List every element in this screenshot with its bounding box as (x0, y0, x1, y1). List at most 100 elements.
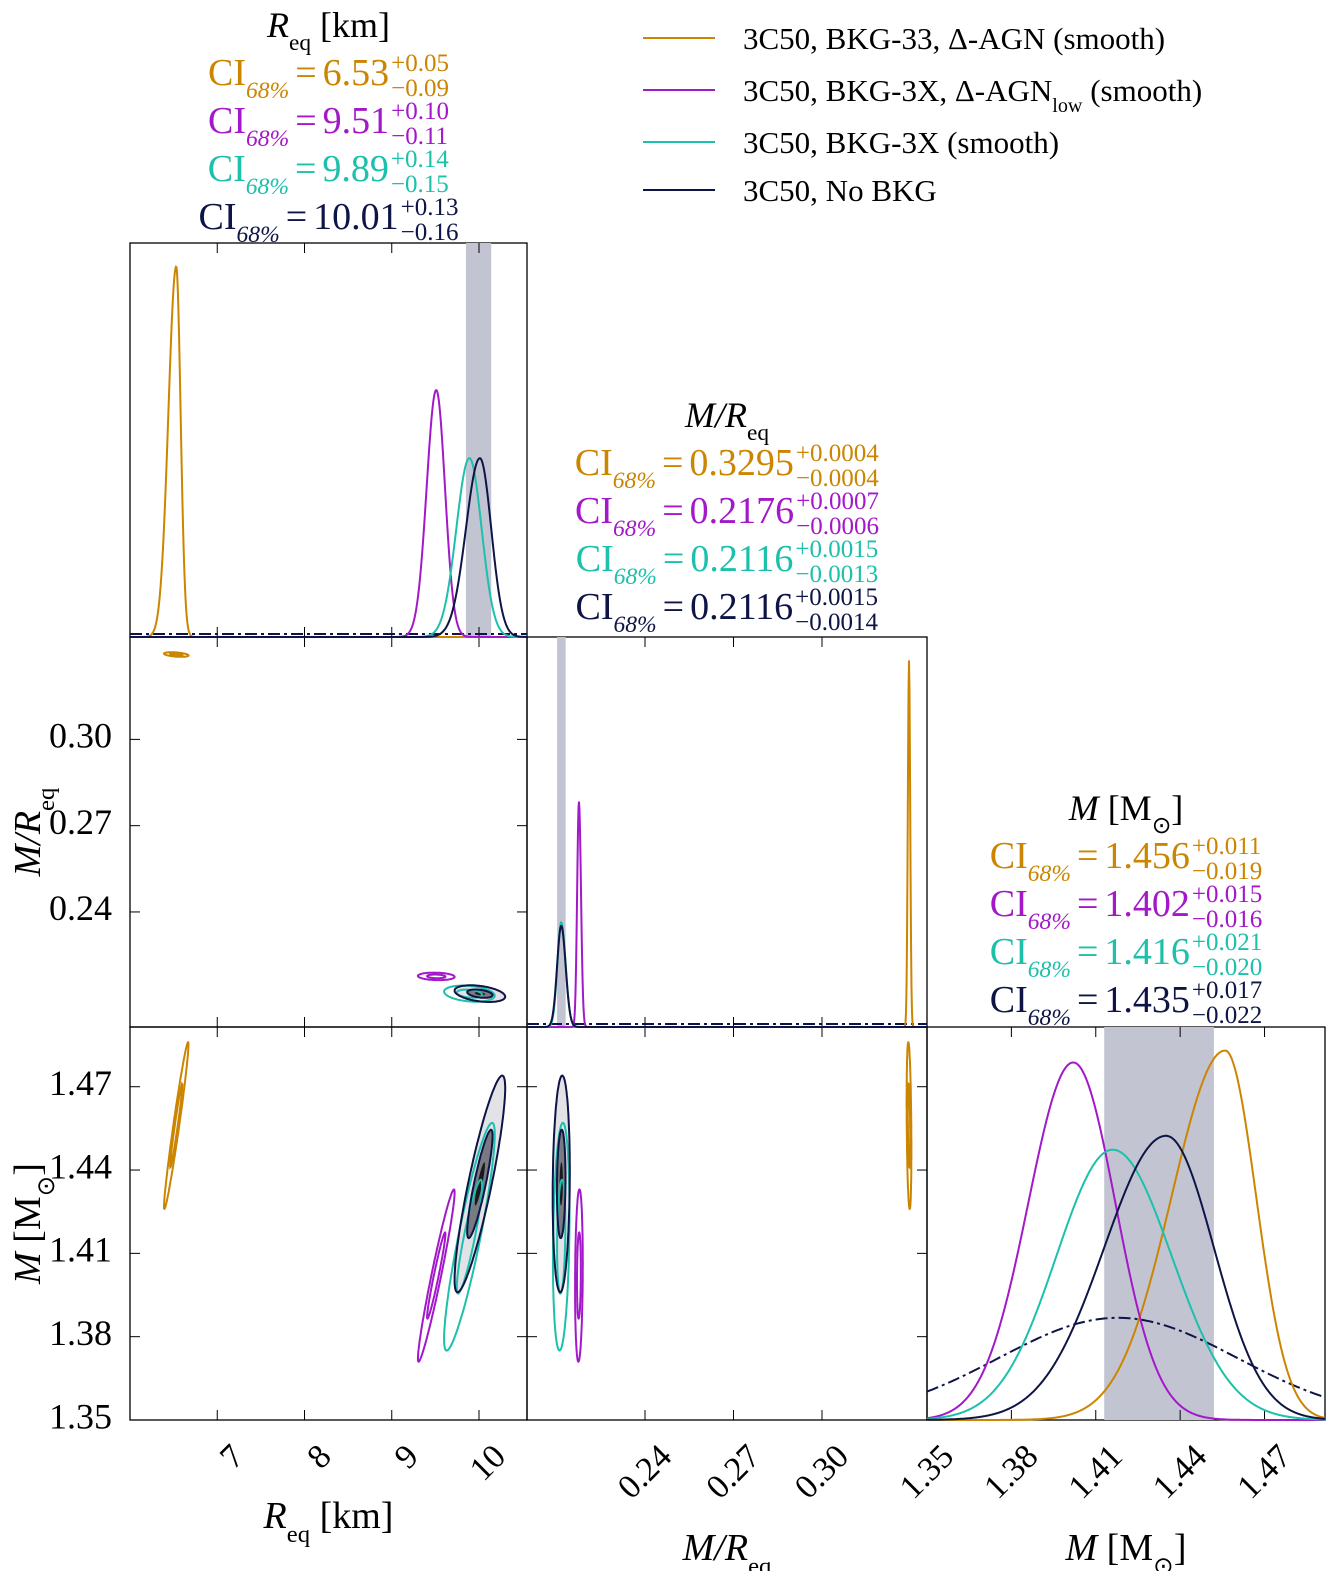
ci-sub: 68% (246, 174, 289, 200)
ci-lower: −0.15 (391, 171, 449, 198)
y-axis-label: M/Req (7, 788, 60, 878)
legend-label: 3C50, BKG-33, Δ-AGN (smooth) (743, 21, 1165, 56)
legend-label: 3C50, BKG-3X, Δ-AGNlow (smooth) (743, 73, 1202, 117)
ci-lower: −0.0013 (795, 561, 878, 588)
ci-label: CI (208, 52, 246, 94)
label-part: (smooth) (1082, 73, 1202, 108)
x-tick-label: 1.44 (1146, 1438, 1214, 1506)
x-axis-label: Req [km] (263, 1495, 394, 1548)
ci-line: CI68% = 1.456 +0.011−0.019 (990, 833, 1262, 887)
ci-line: CI68% = 0.2116 +0.0015−0.0013 (576, 536, 879, 590)
ci-upper: +0.0015 (795, 536, 878, 563)
ci-sub: 68% (1028, 957, 1071, 983)
ci-label: CI (208, 148, 246, 190)
ci-eq: = (663, 586, 684, 628)
ci-median: 0.3295 (689, 442, 794, 484)
x-axis-label: M/Req (682, 1527, 772, 1571)
y-tick-label: 1.44 (49, 1146, 112, 1186)
label-part: 3C50, BKG-3X (smooth) (743, 125, 1059, 160)
ci-sub: 68% (1028, 909, 1071, 935)
ci-lower: −0.0004 (796, 465, 879, 492)
x-tick-label: 1.41 (1062, 1438, 1130, 1506)
parameter-title: M/Req (684, 395, 769, 446)
marginal-curve (927, 1134, 1326, 1421)
panel-frame (129, 636, 528, 1028)
ci-line: CI68% = 6.53 +0.05−0.09 (208, 50, 449, 104)
y-axis-label: M [M⊙] (7, 1163, 60, 1285)
label-part: [M (1097, 1527, 1153, 1569)
contour (466, 988, 494, 999)
ci-label: CI (208, 100, 246, 142)
marginal-curve (527, 921, 927, 1028)
label-part: eq (289, 30, 311, 56)
ci-upper: +0.05 (391, 50, 449, 77)
ci-sub: 68% (614, 564, 657, 590)
label-part: eq (33, 788, 60, 811)
ci-text: CI68% = 1.416 (990, 931, 1190, 983)
contour (556, 1178, 567, 1295)
parameter-title: Req [km] (266, 5, 390, 56)
ci-median: 6.53 (323, 52, 390, 94)
label-part: ⊙ (1152, 813, 1172, 839)
ci-text: CI68% = 10.01 (199, 196, 399, 248)
ci-line: CI68% = 0.2116 +0.0015−0.0014 (575, 584, 878, 638)
y-tick-label: 1.41 (49, 1230, 112, 1270)
ci-label: CI (575, 586, 613, 628)
ci-sub: 68% (613, 612, 656, 638)
ci-label: CI (199, 196, 237, 238)
ci-median: 10.01 (313, 196, 399, 238)
ci-line: CI68% = 0.3295 +0.0004−0.0004 (575, 440, 879, 494)
contour (466, 1128, 494, 1240)
x-tick-label: 0.24 (611, 1438, 679, 1506)
x-tick-label: 7 (213, 1438, 251, 1476)
panel-frame (526, 1026, 928, 1421)
ci-lower: −0.016 (1192, 906, 1262, 933)
x-tick-label: 8 (300, 1438, 338, 1476)
ci-text: CI68% = 0.3295 (575, 442, 794, 494)
prior-curve (926, 1316, 1326, 1399)
marginal-curve (527, 924, 927, 1028)
ci-label: CI (990, 835, 1028, 877)
ci-median: 1.416 (1104, 931, 1190, 973)
x-tick-label: 0.27 (699, 1438, 767, 1506)
contour-fill (474, 1162, 485, 1206)
ci-sub: 68% (613, 516, 656, 542)
x-tick-label: 0.30 (788, 1438, 856, 1506)
ci-eq: = (662, 442, 683, 484)
label-part: ⊙ (33, 1176, 60, 1197)
contour (416, 1188, 456, 1363)
label-part: M (1068, 788, 1101, 828)
contour (163, 651, 190, 658)
ci-text: CI68% = 9.89 (208, 148, 389, 200)
y-tick-label: 1.38 (49, 1313, 112, 1353)
label-part: [km] (310, 1495, 393, 1537)
contour (576, 1231, 582, 1320)
label-part: ] (7, 1163, 49, 1176)
ci-text: CI68% = 0.2176 (575, 490, 794, 542)
marginal-curve (130, 457, 527, 638)
ci-median: 1.435 (1104, 979, 1190, 1021)
ci-lower: −0.022 (1192, 1002, 1262, 1029)
ci-text: CI68% = 9.51 (208, 100, 389, 152)
ci-upper: +0.011 (1192, 833, 1261, 860)
ci-sub: 68% (1028, 1005, 1071, 1031)
ci-sub: 68% (1028, 861, 1071, 887)
ci-eq: = (295, 100, 316, 142)
ci-median: 1.402 (1104, 883, 1190, 925)
contour (574, 1188, 584, 1363)
contour (552, 1121, 571, 1352)
ci-line: CI68% = 9.89 +0.14−0.15 (208, 146, 449, 200)
y-tick-label: 1.47 (49, 1063, 112, 1103)
ci-text: CI68% = 0.2116 (575, 586, 793, 638)
x-tick-label: 1.38 (977, 1438, 1045, 1506)
label-part: eq (748, 1553, 771, 1571)
ci-lower: −0.11 (391, 123, 448, 150)
ci-label: CI (990, 931, 1028, 973)
label-part: M/R (682, 1527, 748, 1569)
label-part: 3C50, No BKG (743, 173, 937, 208)
ci-line: CI68% = 10.01 +0.13−0.16 (199, 194, 459, 248)
contour (555, 1128, 567, 1240)
ci-eq: = (286, 196, 307, 238)
ci-line: CI68% = 0.2176 +0.0007−0.0006 (575, 488, 879, 542)
ci-label: CI (575, 442, 613, 484)
